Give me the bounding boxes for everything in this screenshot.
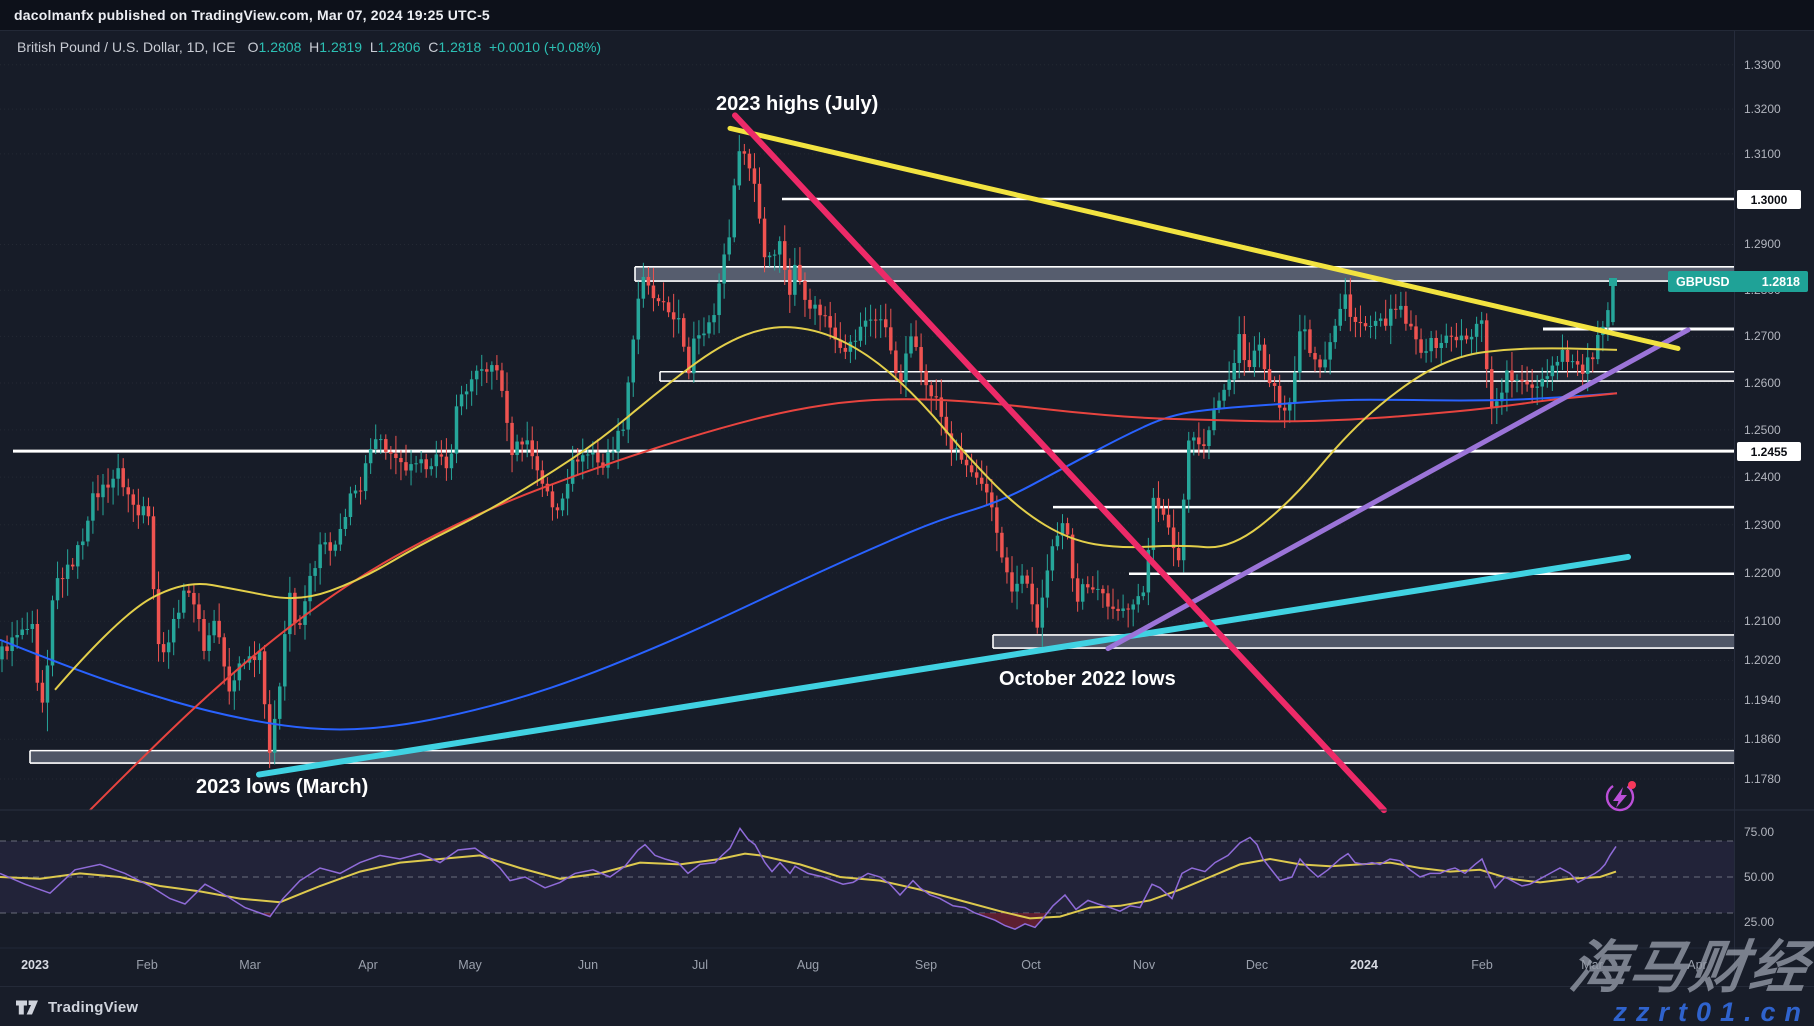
time-tick-Jun: Jun (577, 958, 599, 972)
rising-trendline-purple[interactable] (1105, 327, 1691, 652)
price-tick-1.2020: 1.2020 (1744, 653, 1781, 668)
price-tick-1.2300: 1.2300 (1744, 517, 1781, 532)
last-price-value: 1.2818 (1761, 274, 1800, 289)
rsi-indicator (0, 826, 1617, 931)
level-label-1.2455-text: 1.2455 (1750, 444, 1788, 459)
lightning-bolt-icon (1613, 787, 1627, 808)
ohlc-readout: O1.2808 H1.2819 L1.2806 C1.2818 +0.0010 … (248, 39, 601, 55)
time-tick-Apr: Apr (358, 958, 378, 972)
pane-separators (0, 809, 1814, 949)
rsi-pane-background (0, 840, 1734, 914)
symbol-header: British Pound / U.S. Dollar, 1D, ICE O1.… (17, 37, 601, 57)
zone-1.2600[interactable] (660, 371, 1734, 382)
zone-1.2820-1.2850[interactable] (635, 266, 1734, 282)
change-readout: +0.0010 (+0.08%) (489, 39, 602, 55)
price-tick-1.2600: 1.2600 (1744, 375, 1781, 390)
annotation-october-2022-lows: October 2022 lows (999, 668, 1176, 690)
last-price-symbol: GBPUSD (1676, 274, 1730, 289)
horizontal-levels (13, 197, 1734, 576)
time-tick-Jul: Jul (692, 958, 708, 972)
time-tick-Oct: Oct (1021, 958, 1041, 972)
price-tick-1.2400: 1.2400 (1744, 470, 1781, 485)
price-tick-1.2500: 1.2500 (1744, 422, 1781, 437)
ohlc-value-O: 1.2808 (258, 39, 310, 55)
price-tick-1.1780: 1.1780 (1744, 772, 1781, 787)
rsi-tick-50.00: 50.00 (1744, 870, 1775, 884)
footer-bar: TradingView (0, 986, 1814, 1026)
flash-boost-icon[interactable] (1601, 776, 1643, 818)
zone-october-2022-lows[interactable] (993, 634, 1734, 649)
tradingview-logo-icon[interactable] (16, 999, 40, 1016)
watermark-cjk-text: 海马财经 (1565, 936, 1814, 1000)
ohlc-key-C: C (428, 39, 439, 55)
price-tick-1.2700: 1.2700 (1744, 329, 1781, 344)
zone-2023-lows[interactable] (30, 750, 1734, 764)
level-label-1.3000: 1.3000 (1737, 190, 1801, 209)
trendlines (256, 112, 1691, 814)
price-axis[interactable]: 1.33001.32001.31001.29001.28001.27001.26… (1734, 30, 1814, 986)
annotation-2023-lows: 2023 lows (March) (196, 776, 369, 798)
level-label-1.3000-text: 1.3000 (1750, 192, 1788, 207)
publish-info-text: dacolmanfx published on TradingView.com,… (14, 7, 490, 23)
time-tick-Apr: Apr (1687, 958, 1707, 972)
time-tick-Feb: Feb (1471, 958, 1493, 972)
last-price-label: GBPUSD 1.2818 (1668, 271, 1808, 292)
support-resistance-zones (29, 266, 1734, 764)
ma-red (89, 392, 1618, 811)
descending-trendline-yellow[interactable] (727, 125, 1681, 351)
candlestick-series (0, 135, 1615, 769)
time-tick-Dec: Dec (1245, 958, 1269, 972)
time-tick-Mar: Mar (239, 958, 261, 972)
ohlc-key-H: H (309, 39, 320, 55)
watermark-url-text: zzrt01.cn (1613, 997, 1810, 1026)
publish-info-bar: dacolmanfx published on TradingView.com,… (0, 0, 1814, 31)
symbol-title[interactable]: British Pound / U.S. Dollar, 1D, ICE (17, 39, 236, 55)
time-tick-Nov: Nov (1132, 958, 1156, 972)
ohlc-value-H: 1.2819 (319, 39, 370, 55)
ohlc-key-L: L (369, 39, 378, 55)
rsi-ma-line (0, 852, 1617, 920)
price-tick-1.1940: 1.1940 (1744, 692, 1781, 707)
ohlc-key-O: O (247, 39, 259, 55)
price-tick-1.1860: 1.1860 (1744, 732, 1781, 747)
long-uptrend-cyan[interactable] (256, 553, 1631, 778)
rsi-tick-75.00: 75.00 (1744, 825, 1775, 839)
site-watermark: 海马财经 zzrt01.cn (1566, 936, 1814, 1026)
price-tick-1.2100: 1.2100 (1744, 614, 1781, 629)
time-tick-Sep: Sep (914, 958, 938, 972)
rsi-line (0, 826, 1617, 931)
time-tick-Feb: Feb (136, 958, 158, 972)
price-tick-1.2200: 1.2200 (1744, 565, 1781, 580)
ma-blue (0, 392, 1618, 731)
rsi-tick-25.00: 25.00 (1744, 915, 1775, 929)
level-label-1.2455: 1.2455 (1737, 442, 1801, 461)
time-tick-Aug: Aug (796, 958, 820, 972)
price-tick-1.3200: 1.3200 (1744, 102, 1781, 117)
tradingview-wordmark[interactable]: TradingView (48, 998, 139, 1016)
ma-yellow (54, 326, 1618, 691)
current-price-marker (1609, 277, 1617, 286)
price-tick-1.2900: 1.2900 (1744, 237, 1781, 252)
price-tick-1.3100: 1.3100 (1744, 146, 1781, 161)
moving-averages (0, 326, 1618, 811)
price-tick-1.3300: 1.3300 (1744, 57, 1781, 72)
annotation-2023-highs: 2023 highs (July) (716, 93, 879, 115)
flash-icon-ring (1605, 782, 1635, 812)
notification-dot (1628, 781, 1636, 789)
time-axis[interactable]: 2023 Feb Mar Apr May Jun Jul Aug Sep Oct Nov Dec 202… (0, 948, 1734, 986)
time-tick-2024: 2024 (1350, 958, 1378, 972)
steep-downtrend-pink[interactable] (732, 112, 1387, 814)
time-tick-2023: 2023 (21, 958, 49, 972)
time-tick-May: May (458, 958, 482, 972)
time-tick-Mar: Mar (1581, 958, 1603, 972)
ohlc-value-L: 1.2806 (377, 39, 429, 55)
ohlc-value-C: 1.2818 (438, 39, 490, 55)
